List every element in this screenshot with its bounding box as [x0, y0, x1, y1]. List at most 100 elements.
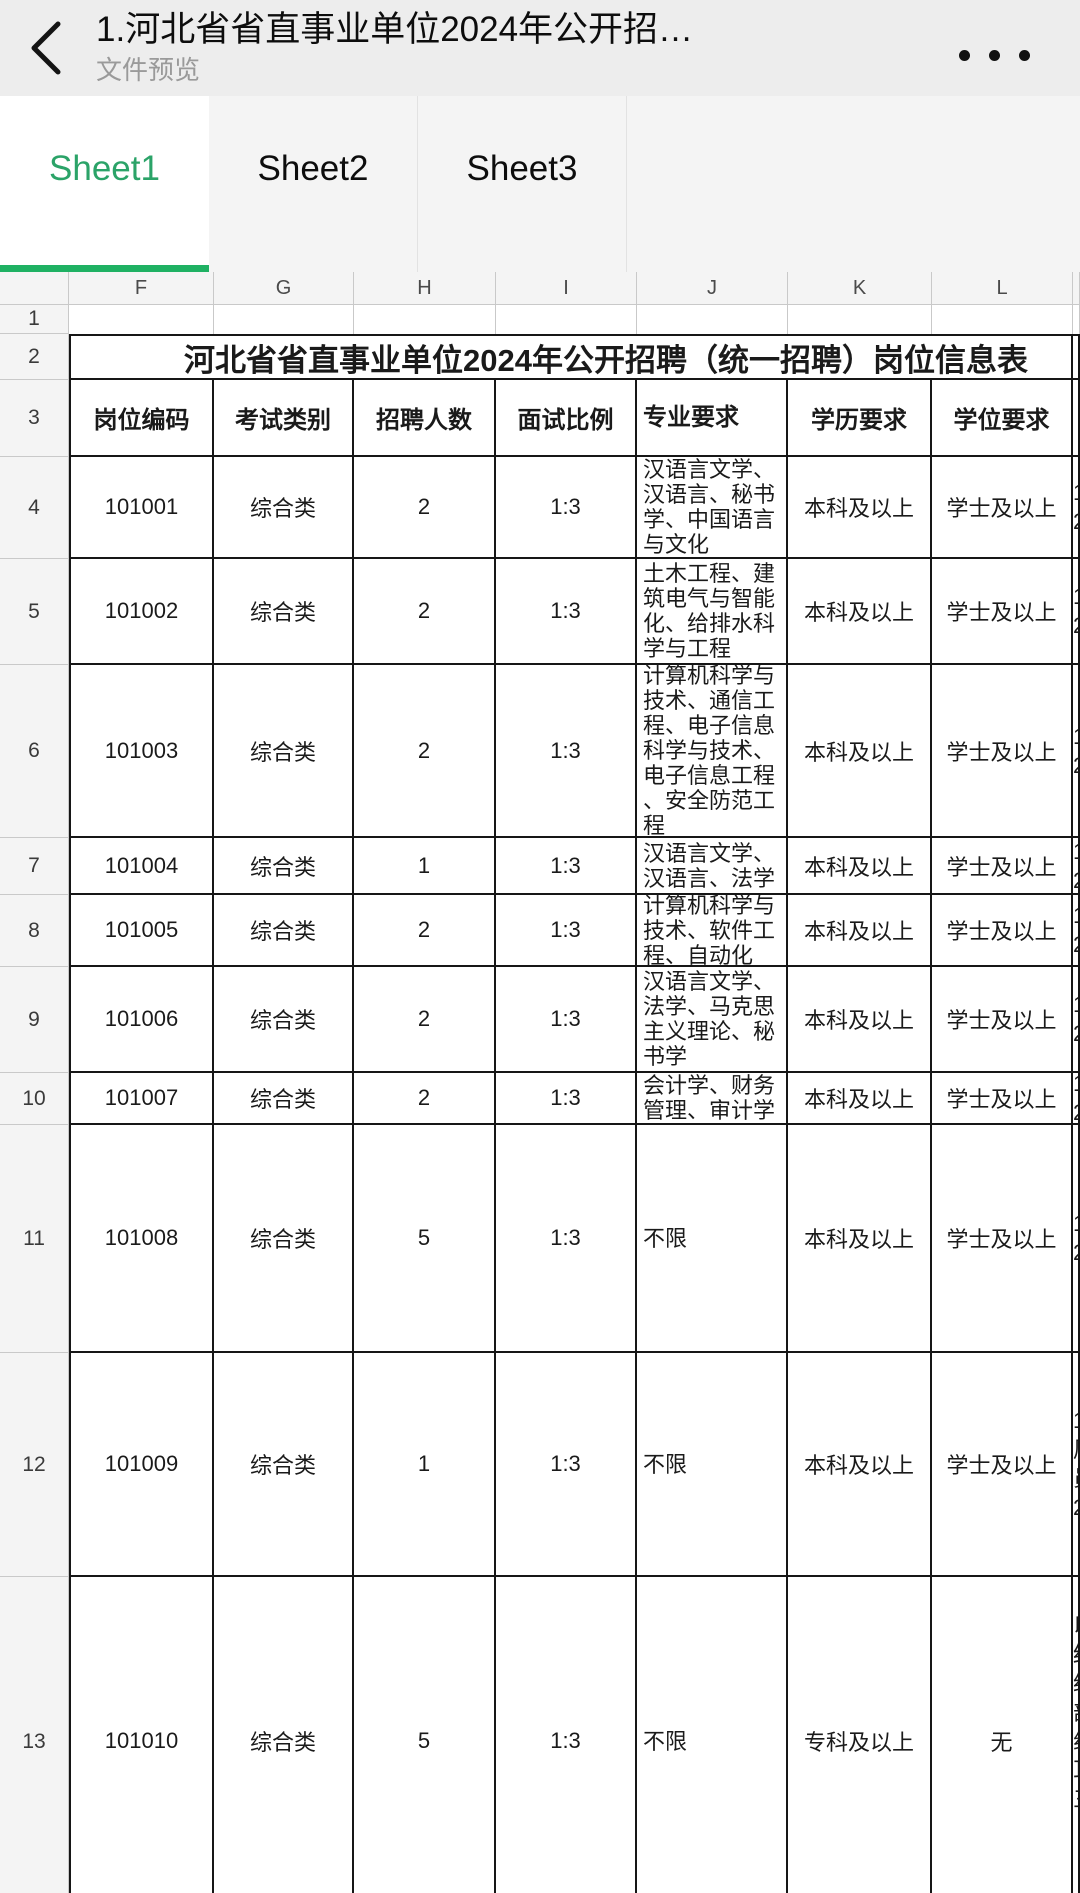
cell-J4: 汉语言文学、汉语言、秘书学、中国语言与文化 [637, 457, 788, 559]
sheet-row-2: 2 河北省省直事业单位2024年公开招聘（统一招聘）岗位信息表 [0, 334, 1080, 380]
cell-K11: 本科及以上 [788, 1125, 932, 1353]
cell-I4: 1:3 [496, 457, 637, 559]
cell-clipped-12: 1 周 员 2 [1073, 1353, 1080, 1577]
cell-H4: 2 [354, 457, 496, 559]
dot-icon [959, 50, 970, 61]
cell-I11: 1:3 [496, 1125, 637, 1353]
cell-L5: 学士及以上 [932, 559, 1073, 665]
row-number-1: 1 [0, 305, 69, 334]
cell-L12: 学士及以上 [932, 1353, 1073, 1577]
cell-clipped-10: 1 2 [1073, 1073, 1080, 1125]
tab-sheet1[interactable]: Sheet1 [0, 96, 209, 272]
sheet-row-4: 4 101001 综合类 2 1:3 汉语言文学、汉语言、秘书学、中国语言与文化 本科及以上… [0, 457, 1080, 559]
sheet-row-3: 3 岗位编码 考试类别 招聘人数 面试比例 专业要求 学历要求 学位要求 [0, 380, 1080, 457]
cell-clipped-3 [1073, 380, 1080, 457]
cell-J11: 不限 [637, 1125, 788, 1353]
row-number-3: 3 [0, 380, 69, 457]
cell-K7: 本科及以上 [788, 838, 932, 895]
cell-F10: 101007 [69, 1073, 214, 1125]
cell-G13: 综合类 [214, 1577, 354, 1893]
header-cell-G: 考试类别 [214, 380, 354, 457]
cell-J5: 土木工程、建筑电气与智能化、给排水科学与工程 [637, 559, 788, 665]
cell-F12: 101009 [69, 1353, 214, 1577]
cell-H10: 2 [354, 1073, 496, 1125]
cell-J8: 计算机科学与技术、软件工程、自动化 [637, 895, 788, 967]
cell-L1 [932, 305, 1073, 334]
sheet-row-9: 9 101006 综合类 2 1:3 汉语言文学、法学、马克思主义理论、秘书学 本科及以上学… [0, 967, 1080, 1073]
cell-L11: 学士及以上 [932, 1125, 1073, 1353]
row-number-12: 12 [0, 1353, 69, 1577]
sheet-row-1: 1 [0, 305, 1080, 334]
column-letter-H: H [354, 272, 496, 304]
cell-J1 [637, 305, 788, 334]
cell-H12: 1 [354, 1353, 496, 1577]
header-cell-F: 岗位编码 [69, 380, 214, 457]
tab-bar-filler [627, 96, 1080, 272]
column-letter-clipped [1073, 272, 1080, 304]
cell-L4: 学士及以上 [932, 457, 1073, 559]
column-letter-K: K [788, 272, 932, 304]
cell-H11: 5 [354, 1125, 496, 1353]
tab-sheet2[interactable]: Sheet2 [209, 96, 418, 272]
cell-G10: 综合类 [214, 1073, 354, 1125]
preview-label: 文件预览 [96, 54, 201, 85]
cell-F7: 101004 [69, 838, 214, 895]
cell-G1 [214, 305, 354, 334]
cell-clipped-8: 1 2 [1073, 895, 1080, 967]
cell-K5: 本科及以上 [788, 559, 932, 665]
tab-sheet3[interactable]: Sheet3 [418, 96, 627, 272]
cell-L6: 学士及以上 [932, 665, 1073, 838]
column-letter-J: J [637, 272, 788, 304]
cell-clipped-9: 1 2 [1073, 967, 1080, 1073]
cell-I9: 1:3 [496, 967, 637, 1073]
cell-G7: 综合类 [214, 838, 354, 895]
header-cell-I: 面试比例 [496, 380, 637, 457]
corner-cell [0, 272, 69, 304]
cell-I1 [496, 305, 637, 334]
cell-I13: 1:3 [496, 1577, 637, 1893]
cell-K8: 本科及以上 [788, 895, 932, 967]
cell-J7: 汉语言文学、汉语言、法学 [637, 838, 788, 895]
cell-G12: 综合类 [214, 1353, 354, 1577]
cell-clipped-5: 1 2 [1073, 559, 1080, 665]
cell-I8: 1:3 [496, 895, 637, 967]
sheet-row-8: 8 101005 综合类 2 1:3 计算机科学与技术、软件工程、自动化 本科及以上 学士及以… [0, 895, 1080, 967]
header-cell-L: 学位要求 [932, 380, 1073, 457]
cell-L7: 学士及以上 [932, 838, 1073, 895]
column-letter-G: G [214, 272, 354, 304]
cell-clipped-6: 1 2 [1073, 665, 1080, 838]
back-icon[interactable] [24, 18, 70, 78]
cell-I6: 1:3 [496, 665, 637, 838]
row-number-9: 9 [0, 967, 69, 1073]
cell-F6: 101003 [69, 665, 214, 838]
cell-J12: 不限 [637, 1353, 788, 1577]
cell-F4: 101001 [69, 457, 214, 559]
cell-clipped-7: 1 2 [1073, 838, 1080, 895]
row-number-13: 13 [0, 1577, 69, 1893]
dot-icon [989, 50, 1000, 61]
file-title: 1.河北省省直事业单位2024年公开招… [96, 10, 694, 50]
cell-G9: 综合类 [214, 967, 354, 1073]
cell-H5: 2 [354, 559, 496, 665]
cell-K1 [788, 305, 932, 334]
cell-clipped-4: 1 2 [1073, 457, 1080, 559]
cell-F11: 101008 [69, 1125, 214, 1353]
cell-J13: 不限 [637, 1577, 788, 1893]
cell-J6: 计算机科学与技术、通信工程、电子信息科学与技术、电子信息工程、安全防范工程 [637, 665, 788, 838]
row-number-10: 10 [0, 1073, 69, 1125]
cell-H13: 5 [354, 1577, 496, 1893]
more-menu-button[interactable] [959, 50, 1030, 61]
dot-icon [1019, 50, 1030, 61]
cell-F5: 101002 [69, 559, 214, 665]
cell-K4: 本科及以上 [788, 457, 932, 559]
cell-J10: 会计学、财务管理、审计学 [637, 1073, 788, 1125]
cell-I10: 1:3 [496, 1073, 637, 1125]
cell-G11: 综合类 [214, 1125, 354, 1353]
cell-L8: 学士及以上 [932, 895, 1073, 967]
cell-K6: 本科及以上 [788, 665, 932, 838]
cell-clipped-13: 以 结 经 部 组 耳 三 刂 刂 [1073, 1577, 1080, 1893]
